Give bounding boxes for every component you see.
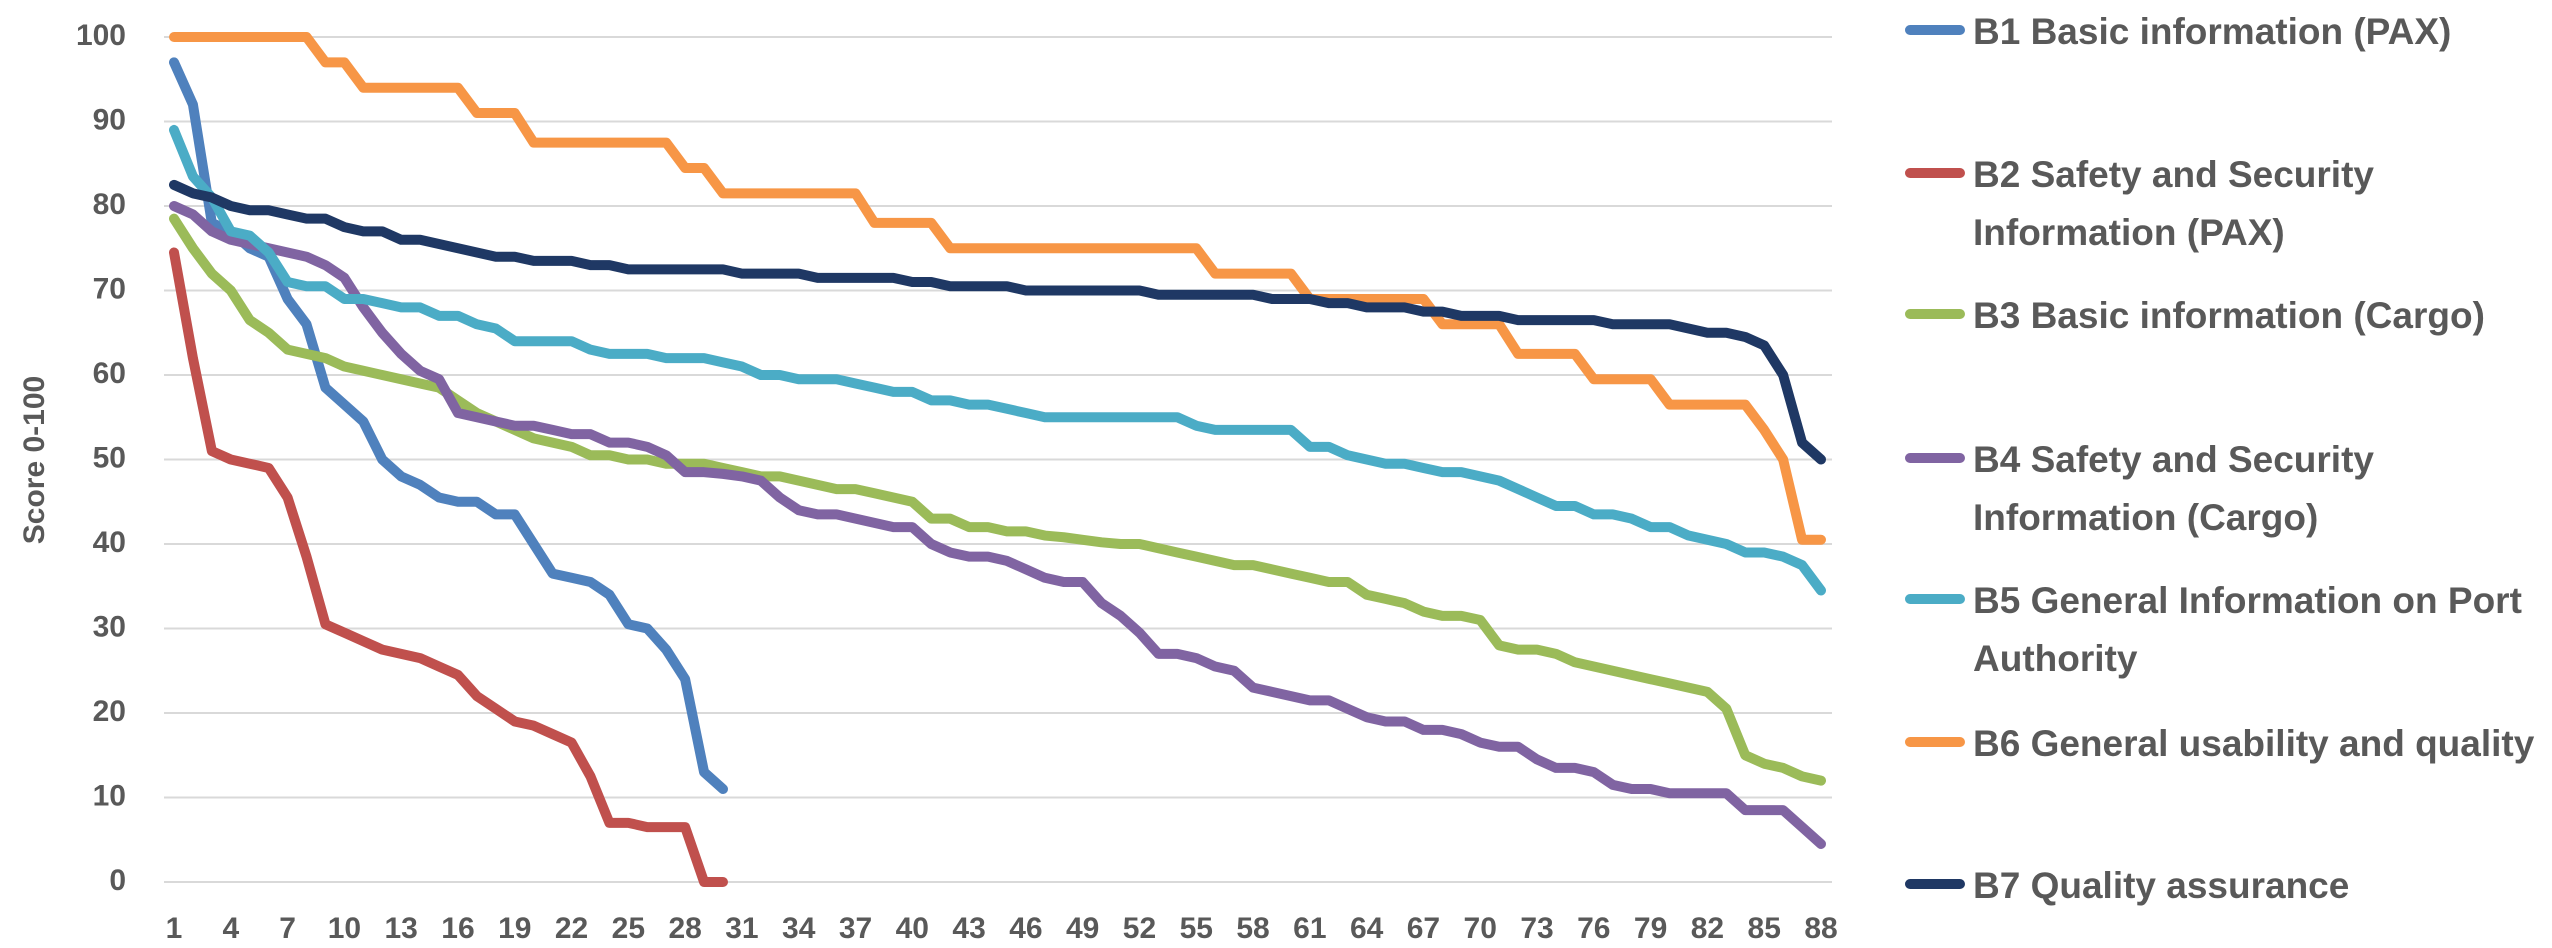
y-tick-label: 70 [93,272,126,305]
x-tick-label: 34 [782,912,816,945]
x-tick-label: 43 [952,912,985,945]
legend-label: B7 Quality assurance [1973,865,2350,906]
x-tick-label: 88 [1804,912,1837,945]
legend-label: B6 General usability and quality [1973,723,2535,764]
legend-item: B2 Safety and Security Information (PAX) [1905,146,2545,262]
y-tick-label: 0 [109,864,126,897]
legend-swatch [1905,879,1965,889]
x-tick-label: 64 [1350,912,1384,945]
x-tick-label: 7 [279,912,296,945]
x-tick-label: 82 [1691,912,1724,945]
legend-label: B4 Safety and Security Information (Carg… [1973,439,2374,538]
y-axis-label: Score 0-100 [18,376,51,544]
x-tick-label: 25 [612,912,645,945]
y-tick-label: 60 [93,357,126,390]
series-line [169,57,728,795]
legend-swatch [1905,594,1965,604]
x-tick-label: 85 [1748,912,1781,945]
legend-item: B3 Basic information (Cargo) [1905,287,2545,345]
x-tick-label: 79 [1634,912,1667,945]
x-tick-label: 10 [328,912,361,945]
legend-label: B5 General Information on Port Authority [1973,580,2522,679]
x-tick-label: 61 [1293,912,1326,945]
x-tick-label: 52 [1123,912,1156,945]
x-tick-label: 31 [725,912,758,945]
y-tick-label: 20 [93,695,126,728]
y-tick-label: 90 [93,103,126,136]
series-line [169,32,1826,545]
y-tick-label: 30 [93,610,126,643]
y-tick-label: 40 [93,526,126,559]
legend-item: B4 Safety and Security Information (Carg… [1905,431,2545,547]
y-tick-label: 50 [93,441,126,474]
x-tick-label: 19 [498,912,531,945]
chart: Score 0-100 0 10 20 30 40 50 60 70 80 90 100 1 4 7 10 1… [18,19,1838,945]
y-tick-label: 100 [76,19,126,52]
x-tick-label: 76 [1577,912,1610,945]
x-tick-label: 4 [222,912,239,945]
x-tick-label: 37 [839,912,872,945]
legend-swatch [1905,168,1965,178]
x-tick-label: 58 [1236,912,1269,945]
x-tick-label: 67 [1407,912,1440,945]
legend-swatch [1905,309,1965,319]
series-line [169,201,1826,849]
legend-swatch [1905,453,1965,463]
series-line [169,124,1826,596]
legend-swatch [1905,25,1965,35]
x-tick-label: 16 [441,912,474,945]
legend-item: B1 Basic information (PAX) [1905,3,2545,61]
x-tick-label: 1 [166,912,183,945]
y-tick-label: 80 [93,188,126,221]
legend-item: B5 General Information on Port Authority [1905,572,2545,688]
legend-swatch [1905,737,1965,747]
legend-label: B2 Safety and Security Information (PAX) [1973,154,2374,253]
x-tick-label: 22 [555,912,588,945]
y-tick-label: 10 [93,779,126,812]
legend-item: B6 General usability and quality [1905,715,2545,773]
series-line [169,247,728,887]
series-line [169,179,1826,465]
x-tick-label: 70 [1464,912,1497,945]
x-tick-label: 28 [668,912,701,945]
legend-item: B7 Quality assurance [1905,857,2545,915]
x-tick-label: 49 [1066,912,1099,945]
legend-label: B1 Basic information (PAX) [1973,11,2452,52]
x-tick-label: 40 [896,912,929,945]
x-tick-label: 55 [1180,912,1213,945]
x-tick-label: 46 [1009,912,1042,945]
x-tick-label: 13 [384,912,417,945]
x-tick-label: 73 [1520,912,1553,945]
legend-label: B3 Basic information (Cargo) [1973,295,2485,336]
